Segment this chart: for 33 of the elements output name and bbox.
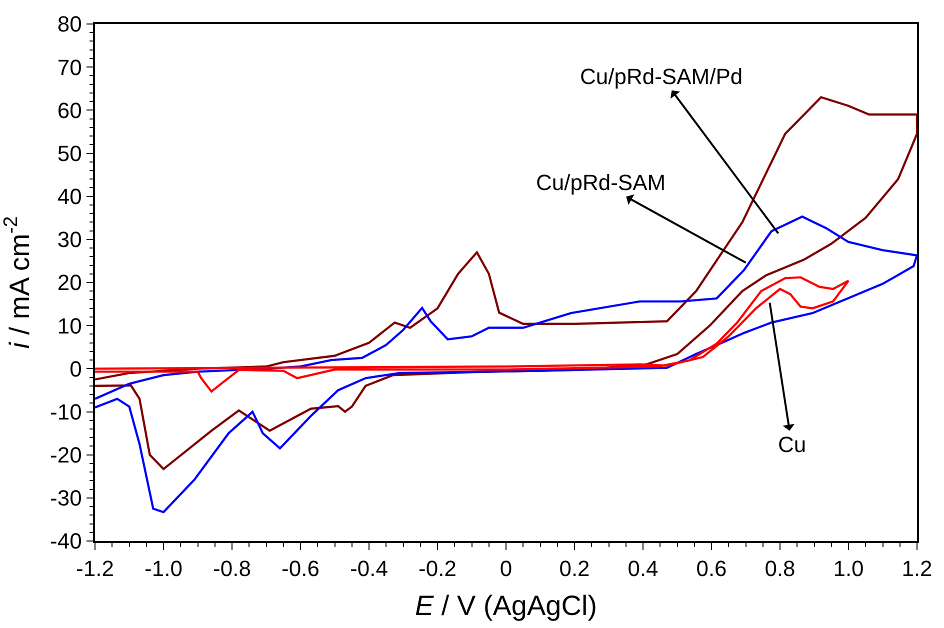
y-tick-label: -40 — [50, 528, 82, 554]
line-series — [95, 215, 917, 514]
x-tick-label: -1.0 — [144, 556, 182, 582]
x-tick-label: 1.2 — [902, 556, 932, 582]
line-series — [95, 276, 850, 393]
y-tick-label: 40 — [57, 184, 82, 210]
x-tick-label: 0.2 — [559, 556, 590, 582]
x-axis-title: E / V (AgAgCl) — [414, 590, 598, 621]
y-tick-label: 80 — [57, 12, 82, 37]
y-tick-label: 10 — [57, 313, 82, 338]
x-tick-label: -1.2 — [76, 556, 114, 582]
x-tick-label: -0.2 — [418, 556, 456, 582]
annotation: Cu/pRd-SAM/Pd — [580, 64, 743, 89]
x-tick-label: -0.6 — [282, 556, 320, 582]
y-tick-label: 70 — [57, 54, 82, 80]
line-series — [95, 96, 917, 470]
y-tick-label: 30 — [57, 227, 82, 252]
y-tick-label: 60 — [57, 98, 82, 123]
x-tick-label: -0.8 — [213, 556, 251, 582]
y-tick-label: 0 — [70, 356, 82, 382]
x-tick-label: 0.8 — [764, 556, 796, 582]
annotation: Cu/pRd-SAM — [536, 170, 666, 195]
x-tick-label: 0.4 — [628, 556, 658, 582]
annotation: Cu — [778, 432, 806, 457]
y-tick-label: -30 — [50, 486, 82, 511]
x-tick-label: 0 — [500, 556, 512, 582]
y-tick-label: 50 — [57, 140, 82, 166]
y-tick-label: -20 — [50, 442, 82, 468]
x-tick-label: -0.4 — [350, 556, 388, 582]
y-tick-label: -10 — [50, 399, 82, 424]
x-tick-label: 0.6 — [696, 556, 727, 582]
y-tick-label: 20 — [57, 270, 82, 296]
x-tick-label: 1.0 — [833, 556, 864, 582]
